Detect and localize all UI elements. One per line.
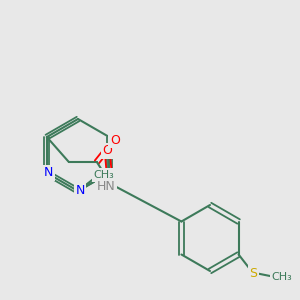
Text: O: O: [110, 134, 120, 146]
Text: N: N: [44, 167, 53, 179]
Text: HN: HN: [96, 179, 115, 193]
Text: S: S: [250, 267, 258, 280]
Text: CH₃: CH₃: [94, 170, 114, 180]
Text: CH₃: CH₃: [271, 272, 292, 283]
Text: O: O: [102, 145, 112, 158]
Text: N: N: [75, 184, 85, 197]
